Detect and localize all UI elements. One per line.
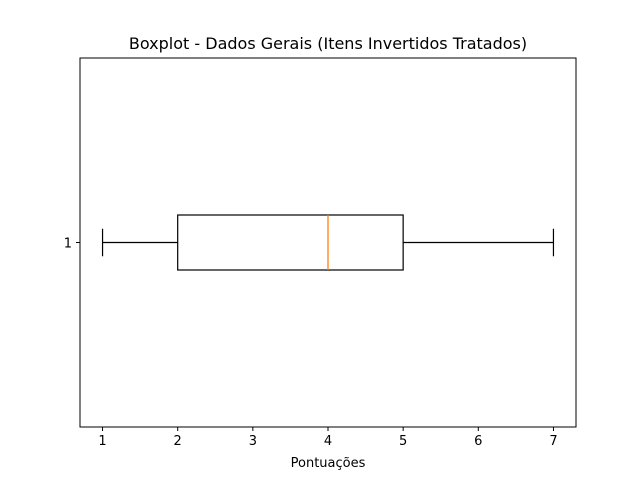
x-tick-label: 4	[324, 434, 332, 449]
x-tick-label: 6	[474, 434, 482, 449]
x-tick-label: 2	[174, 434, 182, 449]
x-tick-label: 1	[98, 434, 106, 449]
y-tick-label: 1	[64, 237, 72, 252]
x-axis-label: Pontuações	[291, 456, 366, 471]
iqr-box	[177, 214, 404, 271]
x-axis: 1 2 3 4 5 6 7	[98, 427, 558, 449]
x-tick-label: 7	[549, 434, 557, 449]
chart-title: Boxplot - Dados Gerais (Itens Invertidos…	[129, 34, 527, 53]
box-series	[101, 214, 555, 271]
x-tick-label: 3	[249, 434, 257, 449]
y-axis: 1	[64, 237, 80, 252]
x-tick-label: 5	[399, 434, 407, 449]
